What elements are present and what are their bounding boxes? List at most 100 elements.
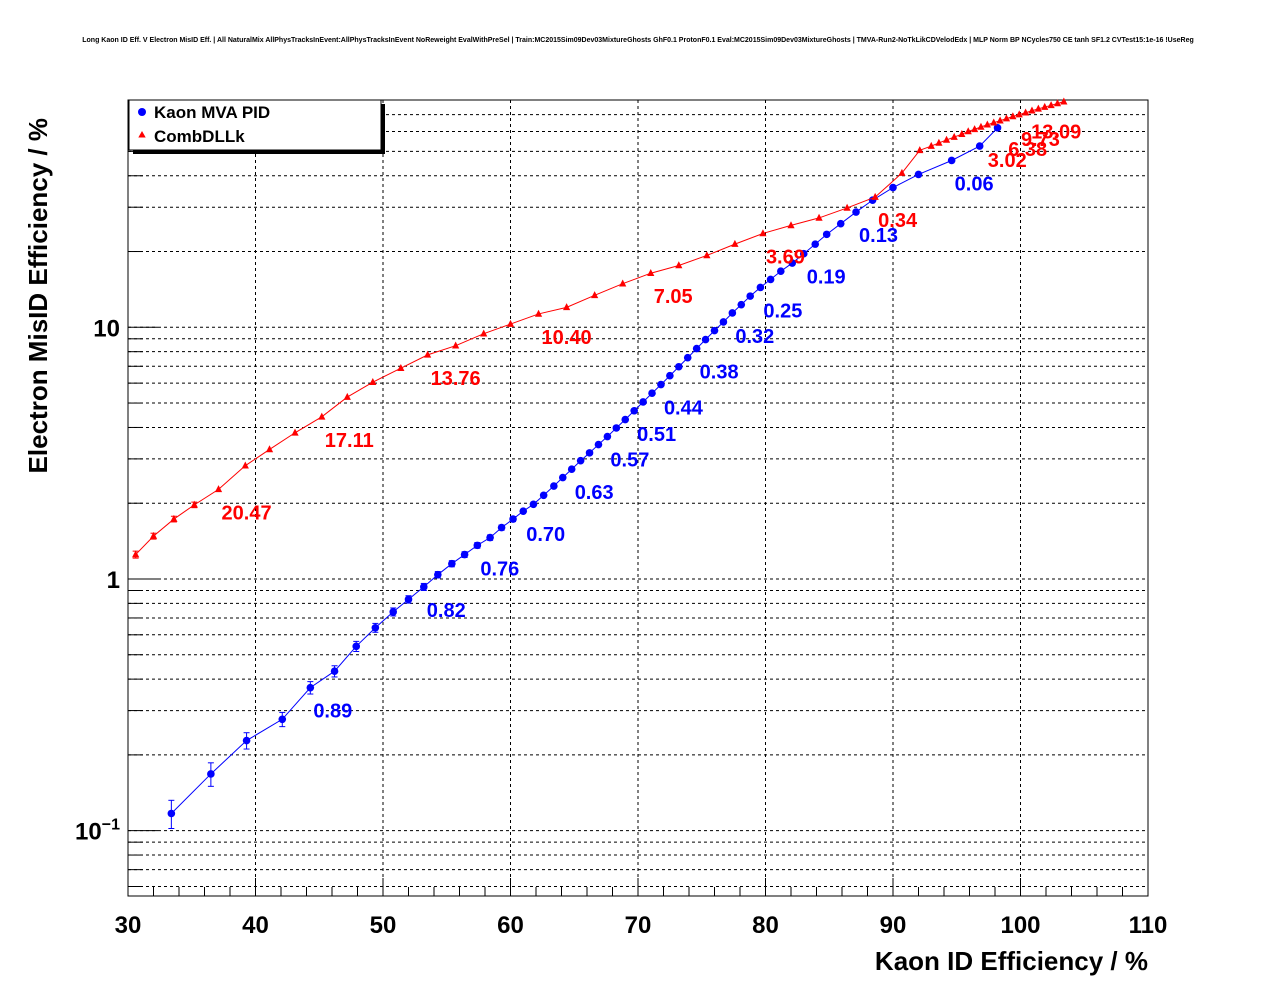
data-point bbox=[420, 583, 428, 591]
data-point bbox=[1034, 104, 1042, 112]
data-point bbox=[746, 292, 754, 300]
data-point bbox=[519, 507, 528, 515]
data-point bbox=[306, 683, 315, 692]
data-point bbox=[683, 353, 692, 362]
threshold-label: 0.34 bbox=[878, 210, 918, 232]
data-point bbox=[990, 118, 998, 126]
data-point bbox=[434, 570, 442, 579]
x-tick-label: 80 bbox=[752, 912, 779, 939]
data-point bbox=[630, 406, 638, 415]
data-point bbox=[506, 319, 515, 327]
threshold-label: 0.32 bbox=[735, 326, 774, 348]
data-point bbox=[1022, 108, 1030, 116]
data-point bbox=[1009, 112, 1017, 120]
data-point bbox=[603, 432, 612, 441]
y-tick-labels: 10−1 1 10 bbox=[75, 315, 120, 845]
x-tick-label: 60 bbox=[497, 912, 524, 939]
data-point bbox=[975, 142, 984, 150]
data-point bbox=[585, 449, 594, 457]
data-point bbox=[996, 116, 1004, 124]
threshold-label: 10.40 bbox=[542, 327, 592, 349]
data-point bbox=[692, 344, 701, 353]
data-point bbox=[759, 229, 767, 237]
data-point bbox=[497, 523, 506, 532]
threshold-label: 6.38 bbox=[1008, 139, 1047, 161]
data-point bbox=[799, 249, 808, 258]
legend-marker-combdllk bbox=[138, 131, 146, 138]
threshold-label: 0.70 bbox=[526, 524, 565, 546]
x-tick-label: 70 bbox=[625, 912, 652, 939]
data-point bbox=[719, 318, 728, 326]
threshold-label: 0.44 bbox=[664, 398, 704, 420]
data-point bbox=[424, 350, 432, 358]
data-point bbox=[550, 482, 558, 490]
data-point bbox=[993, 124, 1002, 132]
threshold-label: 0.57 bbox=[610, 450, 649, 472]
data-point bbox=[473, 541, 482, 550]
data-point bbox=[871, 192, 879, 200]
data-point bbox=[657, 380, 665, 389]
threshold-label: 3.69 bbox=[766, 246, 805, 268]
data-point bbox=[710, 326, 719, 335]
data-point bbox=[675, 261, 683, 269]
data-point bbox=[983, 120, 991, 128]
data-point bbox=[916, 146, 924, 154]
data-point bbox=[947, 156, 956, 165]
threshold-label: 0.25 bbox=[763, 300, 802, 322]
data-series bbox=[132, 97, 1068, 829]
data-point bbox=[815, 213, 823, 221]
data-point bbox=[852, 208, 860, 216]
data-point bbox=[529, 500, 538, 509]
data-point bbox=[971, 125, 979, 133]
data-point bbox=[619, 279, 627, 287]
data-point bbox=[594, 440, 603, 449]
data-point bbox=[558, 473, 567, 482]
data-point bbox=[291, 428, 299, 436]
x-tick-label: 90 bbox=[880, 912, 907, 939]
data-point bbox=[914, 170, 923, 179]
data-point bbox=[352, 642, 361, 651]
data-point bbox=[927, 141, 935, 149]
data-point bbox=[889, 183, 897, 192]
threshold-label: 7.05 bbox=[654, 286, 693, 308]
data-point bbox=[836, 219, 845, 228]
data-point bbox=[567, 465, 576, 473]
threshold-annotations: 0.89 0.82 0.76 0.70 0.63 0.57 0.51 0.44 0.38 0.32… bbox=[222, 122, 1082, 723]
data-point bbox=[766, 275, 775, 284]
x-tick-label: 30 bbox=[115, 912, 142, 939]
data-point bbox=[539, 491, 548, 500]
data-point bbox=[958, 130, 966, 138]
threshold-label: 13.76 bbox=[431, 368, 481, 390]
data-point bbox=[330, 667, 339, 676]
data-point bbox=[591, 291, 599, 299]
data-point bbox=[389, 608, 398, 616]
series-line-combdllk bbox=[135, 101, 1064, 555]
x-axis-label: Kaon ID Efficiency / % bbox=[875, 946, 1148, 976]
data-point bbox=[509, 515, 517, 523]
data-point bbox=[241, 461, 249, 469]
data-point bbox=[787, 221, 795, 229]
data-point bbox=[452, 341, 460, 349]
data-point bbox=[397, 363, 405, 371]
data-point bbox=[404, 595, 413, 604]
data-point bbox=[701, 335, 710, 344]
x-tick-label: 110 bbox=[1129, 912, 1168, 939]
data-point bbox=[977, 122, 985, 130]
threshold-label: 0.51 bbox=[637, 424, 676, 446]
legend-label-combdllk: CombDLLk bbox=[154, 127, 245, 146]
y-tick-label: 10 bbox=[93, 315, 120, 342]
data-point bbox=[843, 203, 851, 211]
data-point bbox=[318, 412, 326, 420]
data-point bbox=[777, 267, 785, 276]
data-point bbox=[703, 251, 711, 259]
data-point bbox=[149, 531, 158, 539]
legend: Kaon MVA PID CombDLLk bbox=[128, 99, 385, 154]
data-point bbox=[576, 456, 585, 465]
data-point bbox=[480, 329, 488, 337]
data-point bbox=[534, 309, 543, 317]
legend-label-kaon-mva: Kaon MVA PID bbox=[154, 103, 270, 122]
threshold-label: 20.47 bbox=[222, 502, 272, 524]
threshold-label: 0.19 bbox=[807, 267, 846, 289]
data-point bbox=[621, 415, 630, 424]
threshold-label: 0.76 bbox=[480, 558, 519, 580]
